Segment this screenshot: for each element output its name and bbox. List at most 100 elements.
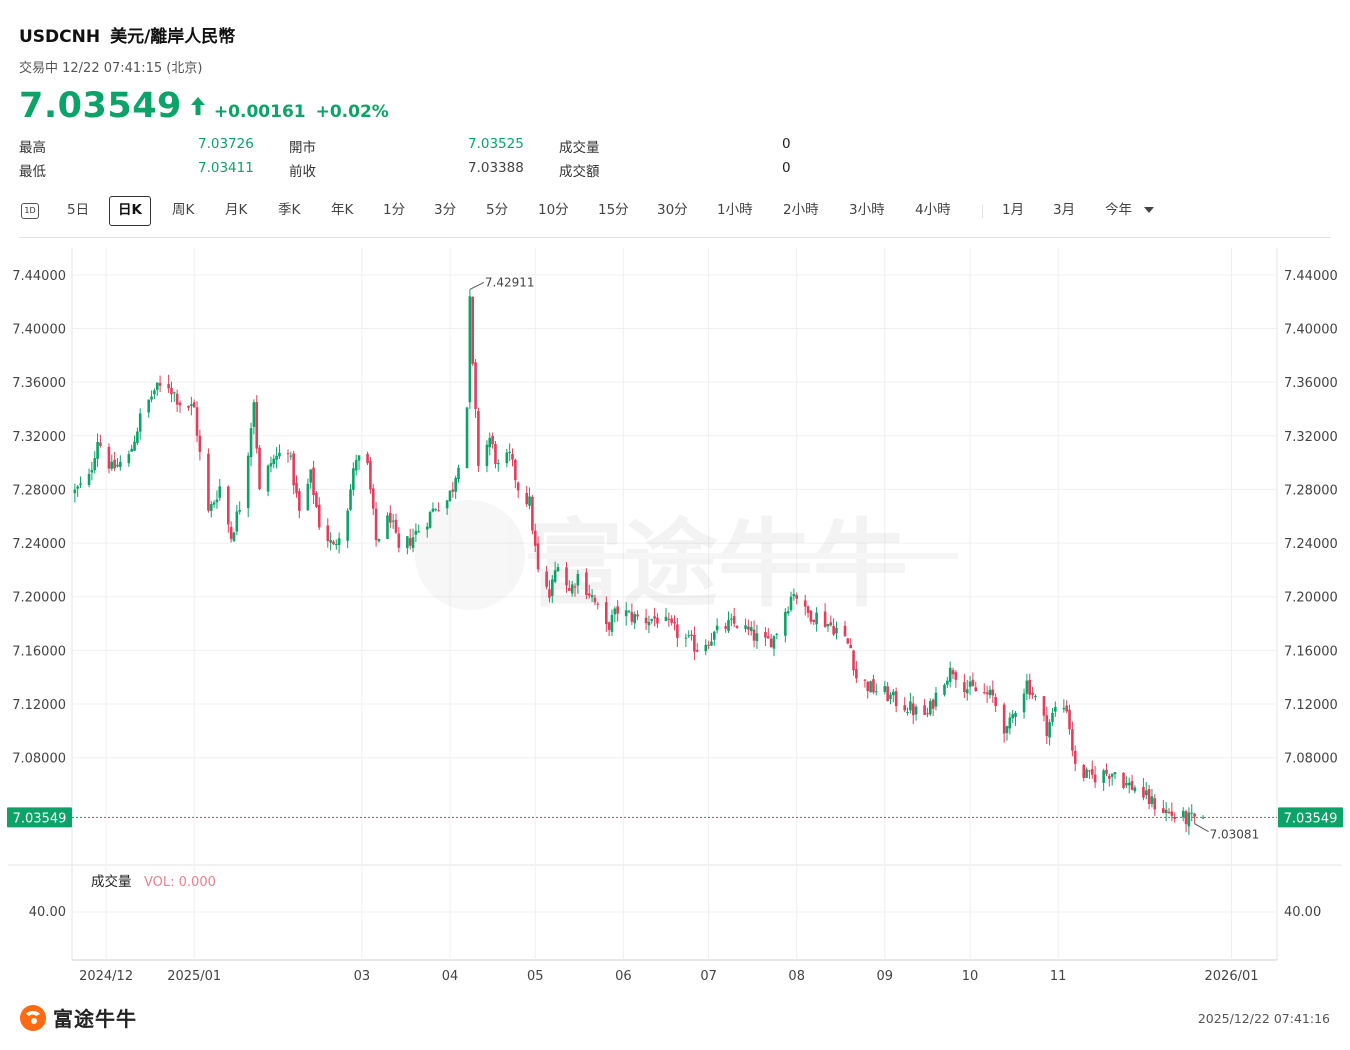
tab-5d[interactable]: 5日 xyxy=(67,202,90,218)
y-tick-label-left: 7.32000 xyxy=(12,430,66,445)
candle-body xyxy=(946,680,949,685)
price-row: 7.03549 +0.00161 +0.02% xyxy=(19,86,389,130)
candle-body xyxy=(306,483,310,511)
candle-body xyxy=(846,638,850,644)
candle-body xyxy=(278,452,281,457)
candle-body xyxy=(1085,769,1088,778)
candle-body xyxy=(806,606,810,613)
candle-body xyxy=(377,538,381,542)
stat-turnover-value: 0 xyxy=(782,160,791,176)
candle-body xyxy=(664,616,668,621)
candle-body xyxy=(704,644,708,652)
candle-body xyxy=(1167,811,1171,813)
candle-body xyxy=(147,399,151,413)
tab-10min[interactable]: 10分 xyxy=(538,202,569,218)
candle-body xyxy=(335,543,338,546)
tab-3month[interactable]: 3月 xyxy=(1053,202,1076,218)
candle-body xyxy=(752,629,756,641)
candle-body xyxy=(968,681,972,687)
candle-body xyxy=(212,502,216,505)
candle-body xyxy=(894,691,898,707)
tab-ytd[interactable]: 今年 xyxy=(1105,196,1155,224)
tab-monthly-k[interactable]: 月K xyxy=(225,202,248,218)
candle-body xyxy=(269,463,273,467)
candle-body xyxy=(192,402,196,408)
y-tick-label-left: 7.44000 xyxy=(12,269,66,284)
candle-body xyxy=(1147,789,1151,805)
tab-yearly-k[interactable]: 年K xyxy=(331,202,354,218)
candle-body xyxy=(1025,680,1029,694)
candle-body xyxy=(866,681,870,692)
candle-body xyxy=(852,650,855,671)
candle-body xyxy=(951,670,955,675)
watermark-circle xyxy=(415,500,525,610)
candle-body xyxy=(175,393,179,405)
tab-1h[interactable]: 1小時 xyxy=(717,202,753,218)
calendar-1d-icon[interactable]: 1D xyxy=(21,203,39,219)
max-annotation-label: 7.42911 xyxy=(485,275,535,289)
x-tick-label: 09 xyxy=(877,969,894,984)
tab-15min[interactable]: 15分 xyxy=(598,202,629,218)
candle-body xyxy=(1187,812,1191,827)
tab-5min[interactable]: 5分 xyxy=(486,202,509,218)
candle-body xyxy=(590,595,594,598)
candle-body xyxy=(352,468,355,490)
candle-body xyxy=(926,713,929,715)
candle-body xyxy=(289,455,293,457)
candle-body xyxy=(795,595,799,599)
candle-body xyxy=(158,383,162,386)
candle-body xyxy=(491,435,494,445)
candle-body xyxy=(769,638,773,648)
tab-3min[interactable]: 3分 xyxy=(434,202,457,218)
tab-1month[interactable]: 1月 xyxy=(1002,202,1025,218)
candle-body xyxy=(715,625,719,631)
footer-brand-text: 富途牛牛 xyxy=(53,1007,137,1031)
candle-body xyxy=(326,525,330,542)
candle-body xyxy=(113,459,116,469)
volume-panel-label: 成交量 xyxy=(91,873,132,890)
tab-3h[interactable]: 3小時 xyxy=(849,202,885,218)
candle-body xyxy=(673,622,676,624)
candle-body xyxy=(1071,729,1074,751)
y-tick-label-right: 7.08000 xyxy=(1284,752,1338,767)
candle-body xyxy=(843,625,847,637)
tab-30min[interactable]: 30分 xyxy=(657,202,688,218)
candle-body xyxy=(451,489,455,492)
tab-4h[interactable]: 4小時 xyxy=(915,202,951,218)
candle-body xyxy=(971,679,975,687)
candle-body xyxy=(428,512,432,528)
tab-daily-k[interactable]: 日K xyxy=(109,196,151,226)
candle-body xyxy=(227,486,230,525)
candle-body xyxy=(667,618,671,620)
tab-quarterly-k[interactable]: 季K xyxy=(278,202,301,218)
candle-body xyxy=(948,667,952,682)
y-tick-label-left: 7.20000 xyxy=(12,591,66,606)
candle-body xyxy=(514,459,517,481)
candle-body xyxy=(550,579,554,596)
arrow-up-icon xyxy=(190,97,205,115)
tab-weekly-k[interactable]: 周K xyxy=(172,202,195,218)
tab-2h[interactable]: 2小時 xyxy=(783,202,819,218)
candle-body xyxy=(644,617,648,624)
min-annotation-leader xyxy=(1194,823,1209,833)
y-tick-label-left: 7.28000 xyxy=(12,483,66,498)
candle-body xyxy=(130,448,133,452)
candle-body xyxy=(434,509,438,511)
tab-1min[interactable]: 1分 xyxy=(383,202,406,218)
candle-body xyxy=(1082,764,1086,778)
candle-body xyxy=(1073,750,1077,764)
candle-body xyxy=(744,625,747,629)
candle-body xyxy=(445,500,449,509)
candle-body xyxy=(914,706,918,715)
candle-body xyxy=(1164,809,1168,814)
candle-body xyxy=(863,679,867,681)
candle-body xyxy=(610,614,614,632)
candle-body xyxy=(772,636,776,649)
candle-body xyxy=(982,692,986,694)
candle-body xyxy=(565,567,568,586)
candle-body xyxy=(556,567,560,572)
candle-body xyxy=(218,486,222,498)
candle-body xyxy=(96,442,99,459)
x-tick-label: 08 xyxy=(788,969,805,984)
